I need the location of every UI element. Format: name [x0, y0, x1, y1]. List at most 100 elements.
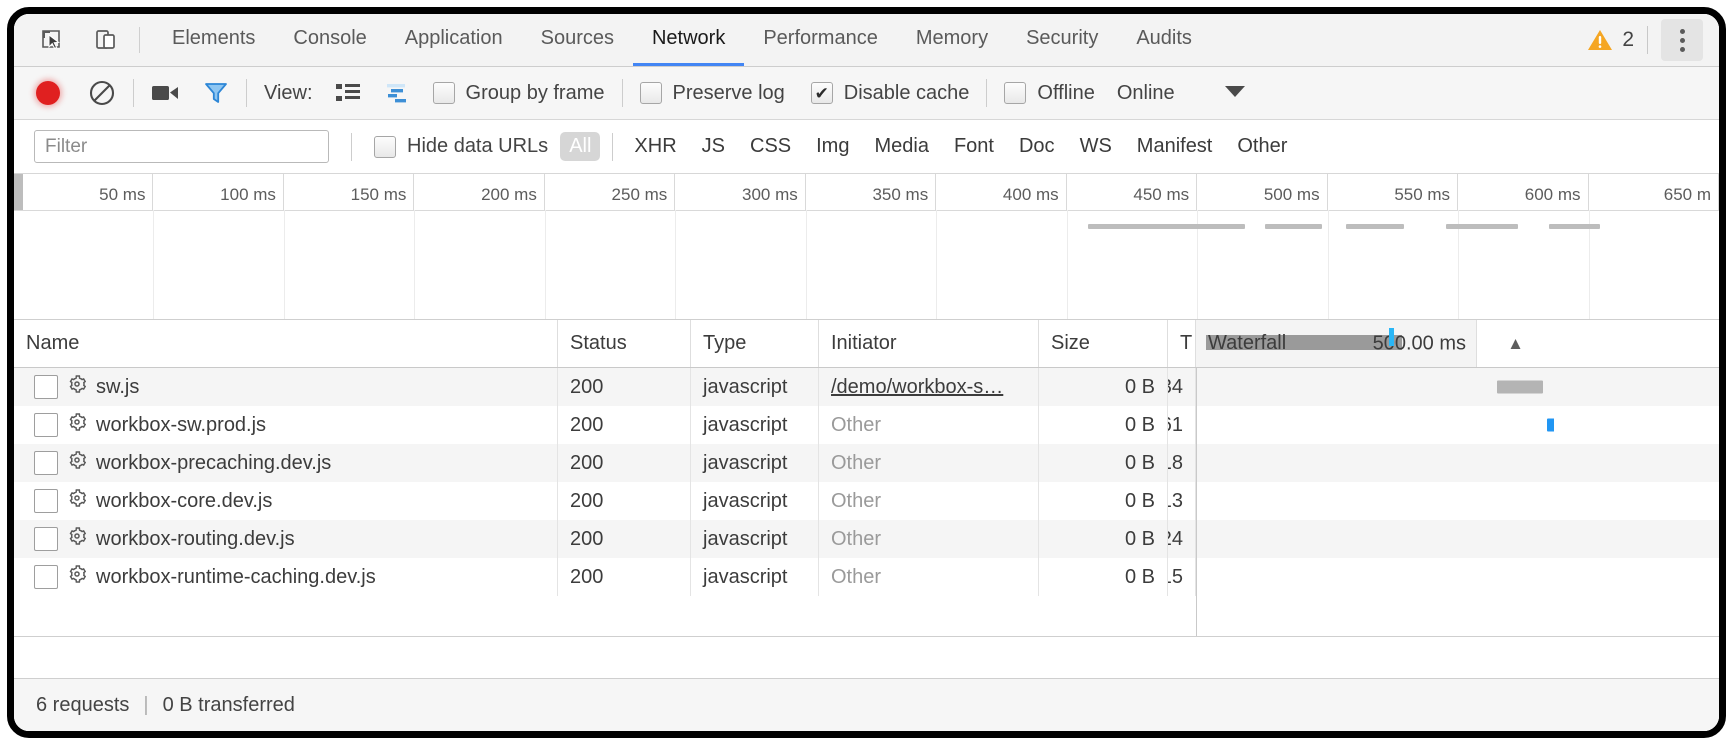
clear-no-entry-icon[interactable]	[88, 79, 116, 107]
network-status-bar: 6 requests | 0 B transferred	[14, 678, 1719, 731]
request-name[interactable]: workbox-sw.prod.js	[96, 413, 267, 436]
filter-chip-manifest[interactable]: Manifest	[1136, 135, 1213, 157]
column-header-waterfall[interactable]: Waterfall 500.00 ms	[1196, 320, 1477, 367]
waterfall-scrubber[interactable]	[1206, 335, 1402, 350]
ruler-tick: 400 ms	[936, 174, 1067, 210]
row-checkbox[interactable]	[34, 527, 58, 551]
row-checkbox[interactable]	[34, 451, 58, 475]
tab-console[interactable]: Console	[293, 27, 367, 49]
tab-security[interactable]: Security	[1026, 27, 1099, 49]
sort-arrow-icon[interactable]: ▲	[1507, 333, 1524, 353]
table-row[interactable]: workbox-routing.dev.js 200 javascript Other…	[14, 520, 1719, 558]
cell-type: javascript	[691, 406, 819, 444]
network-overview[interactable]: 50 ms 100 ms 150 ms 200 ms 250 ms 300 ms 350 m…	[14, 174, 1719, 320]
cell-waterfall	[1196, 520, 1554, 558]
ruler-tick: 600 ms	[1458, 174, 1589, 210]
tab-application[interactable]: Application	[404, 27, 503, 49]
network-filter-bar: Hide data URLs All XHR JS CSS Img Media Font Do…	[14, 120, 1719, 174]
search-input[interactable]	[34, 130, 329, 163]
tab-audits[interactable]: Audits	[1136, 27, 1192, 49]
tab-elements[interactable]: Elements	[172, 27, 256, 49]
request-name[interactable]: workbox-precaching.dev.js	[96, 451, 332, 474]
cell-initiator: Other	[819, 482, 1039, 520]
column-header-name[interactable]: Name	[14, 320, 558, 367]
resource-type-filters: All XHR JS CSS Img Media Font Doc WS Manifest Othe…	[560, 132, 1303, 161]
toolbar-divider	[612, 132, 614, 161]
group-by-frame-checkbox[interactable]: Group by frame	[432, 82, 605, 105]
tab-performance[interactable]: Performance	[763, 27, 878, 49]
column-header-type[interactable]: Type	[691, 320, 819, 367]
cell-name: sw.js	[14, 368, 558, 406]
chevron-down-icon[interactable]	[1223, 83, 1247, 104]
hide-data-urls-checkbox[interactable]: Hide data URLs	[374, 135, 548, 158]
kebab-menu-icon[interactable]	[1661, 19, 1703, 61]
tab-memory[interactable]: Memory	[915, 27, 989, 49]
list-view-icon[interactable]	[335, 82, 361, 104]
column-header-status[interactable]: Status	[558, 320, 691, 367]
initiator-link[interactable]: /demo/workbox-s…	[831, 375, 1004, 398]
row-checkbox[interactable]	[34, 413, 58, 437]
toolbar-divider	[133, 79, 134, 107]
overview-left-band	[14, 174, 23, 210]
preserve-log-checkbox[interactable]: Preserve log	[639, 82, 785, 105]
filter-chip-ws[interactable]: WS	[1079, 135, 1112, 157]
timeline-ruler: 50 ms 100 ms 150 ms 200 ms 250 ms 300 ms 350 m…	[14, 174, 1719, 211]
overview-activity-bar	[1088, 224, 1245, 229]
devtools-window: Elements Console Application Sources Network…	[7, 7, 1726, 738]
filter-chip-all[interactable]: All	[560, 132, 601, 161]
camera-screenshot-icon[interactable]	[151, 82, 181, 104]
row-checkbox[interactable]	[34, 565, 58, 589]
tab-sources[interactable]: Sources	[540, 27, 614, 49]
initiator-text: Other	[831, 413, 882, 436]
cell-initiator: /demo/workbox-s…	[819, 368, 1039, 406]
tab-network[interactable]: Network	[632, 14, 745, 66]
offline-checkbox[interactable]: Offline	[1004, 82, 1095, 105]
initiator-text: Other	[831, 527, 882, 550]
table-row[interactable]: workbox-runtime-caching.dev.js 200 javascr…	[14, 558, 1719, 596]
column-header-time[interactable]: T	[1168, 320, 1196, 367]
warning-badge[interactable]: 2	[1587, 28, 1634, 52]
waterfall-bar[interactable]	[1496, 380, 1544, 394]
requests-table: Name Status Type Initiator Size T Waterfall 500…	[14, 320, 1719, 637]
filter-chip-css[interactable]: CSS	[750, 135, 792, 157]
request-name[interactable]: workbox-runtime-caching.dev.js	[96, 565, 376, 588]
table-row[interactable]: workbox-precaching.dev.js 200 javascript Ot…	[14, 444, 1719, 482]
toolbar-divider	[1647, 26, 1648, 54]
device-toolbar-icon[interactable]	[86, 23, 126, 57]
overview-gridline	[936, 210, 938, 319]
filter-chip-doc[interactable]: Doc	[1018, 135, 1055, 157]
filter-chip-font[interactable]: Font	[953, 135, 994, 157]
inspect-cursor-icon[interactable]	[32, 23, 72, 57]
filter-chip-xhr[interactable]: XHR	[634, 135, 677, 157]
filter-chip-img[interactable]: Img	[816, 135, 850, 157]
cell-size: 0 B	[1039, 444, 1168, 482]
request-name[interactable]: sw.js	[96, 375, 140, 398]
overview-gridline	[675, 210, 677, 319]
throttling-value[interactable]: Online	[1116, 81, 1175, 104]
warning-triangle-icon	[1588, 30, 1613, 50]
cell-type: javascript	[691, 520, 819, 558]
filter-chip-js[interactable]: JS	[701, 135, 725, 157]
waterfall-bar[interactable]	[1546, 418, 1554, 432]
gear-icon	[68, 413, 87, 437]
cell-time: 61	[1168, 406, 1196, 444]
request-name[interactable]: workbox-routing.dev.js	[96, 527, 295, 550]
row-checkbox[interactable]	[34, 489, 58, 513]
funnel-filter-icon[interactable]	[203, 80, 229, 106]
record-button-icon[interactable]	[36, 81, 60, 105]
table-row[interactable]: workbox-core.dev.js 200 javascript Other 0 B…	[14, 482, 1719, 520]
ruler-tick: 300 ms	[675, 174, 806, 210]
overview-activity-bar	[1265, 224, 1322, 229]
overview-activity-bar	[1548, 224, 1600, 229]
waterfall-view-icon[interactable]	[383, 82, 411, 104]
overview-gridline	[1588, 210, 1590, 319]
row-checkbox[interactable]	[34, 375, 58, 399]
column-header-initiator[interactable]: Initiator	[819, 320, 1039, 367]
filter-chip-other[interactable]: Other	[1237, 135, 1288, 157]
filter-chip-media[interactable]: Media	[874, 135, 929, 157]
disable-cache-checkbox[interactable]: ✔ Disable cache	[810, 82, 969, 105]
request-name[interactable]: workbox-core.dev.js	[96, 489, 273, 512]
column-header-size[interactable]: Size	[1039, 320, 1168, 367]
